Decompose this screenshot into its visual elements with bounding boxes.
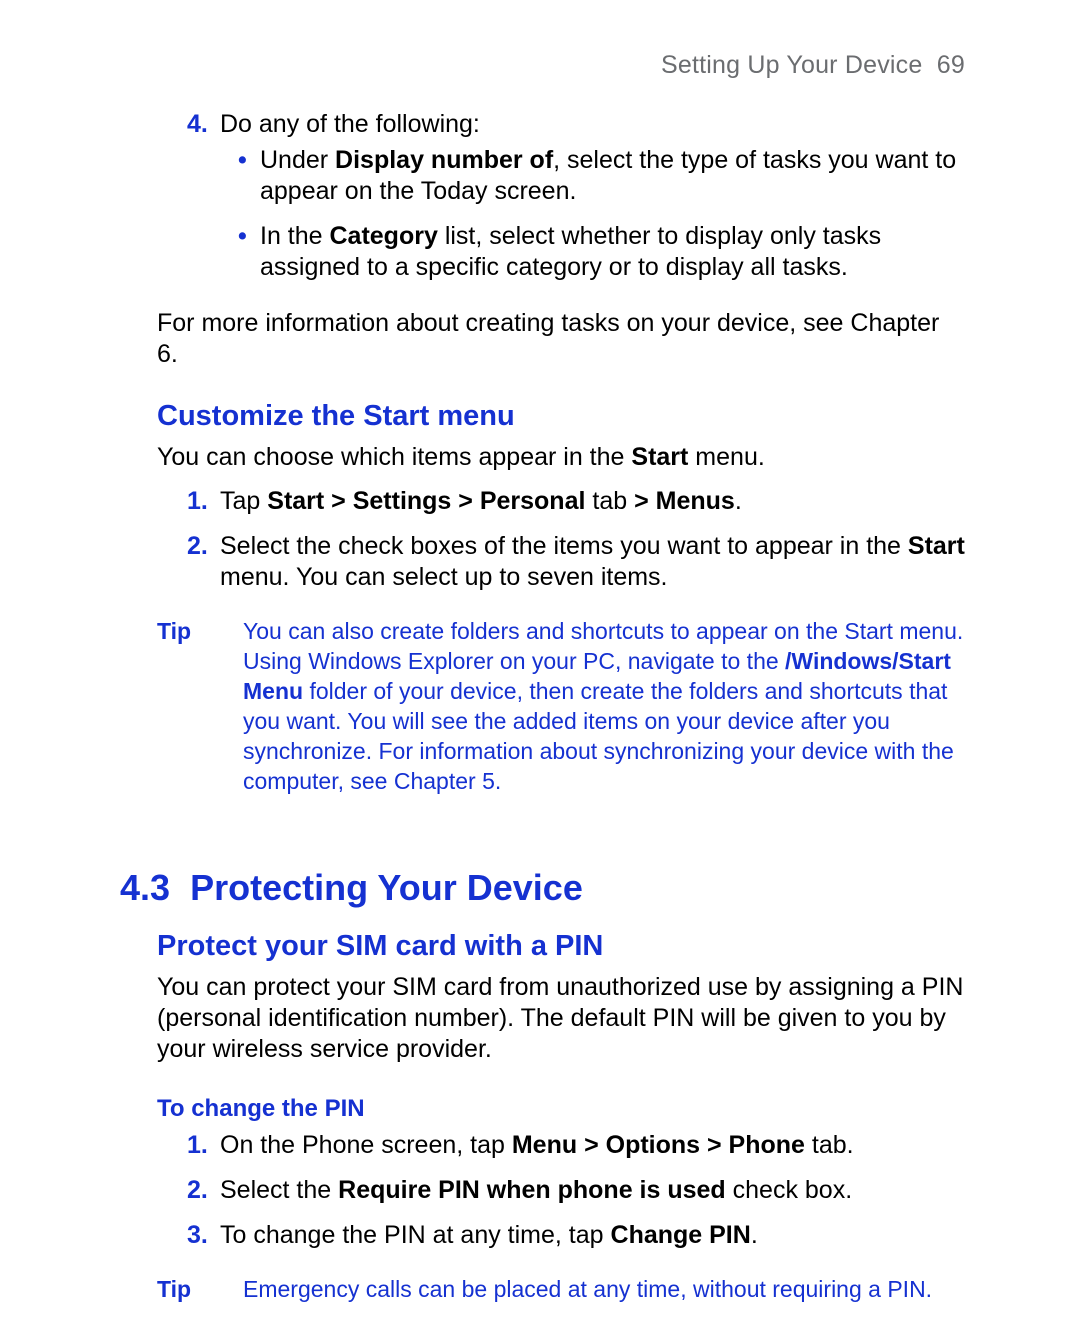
document-page: Setting Up Your Device 69 4. Do any of t… — [0, 0, 1080, 1327]
text: Under — [260, 146, 335, 174]
text: . — [735, 487, 742, 515]
sub-bullet-2: In the Category list, select whether to … — [260, 221, 965, 284]
list-number: 2. — [187, 1175, 208, 1206]
list-item-intro: Do any of the following: — [220, 110, 480, 138]
bold-term: > Menus — [634, 487, 735, 515]
bold-term: Change PIN — [611, 1221, 751, 1249]
bold-term: Require PIN when phone is used — [338, 1176, 726, 1204]
bold-term: Start — [631, 443, 688, 471]
pin-step-2: 2. Select the Require PIN when phone is … — [220, 1175, 965, 1206]
bold-term: Menu > Options > Phone — [512, 1131, 805, 1159]
pin-step-1: 1. On the Phone screen, tap Menu > Optio… — [220, 1130, 965, 1161]
text: . — [751, 1221, 758, 1249]
text: tab — [585, 487, 634, 515]
sub-bullet-1: Under Display number of, select the type… — [260, 145, 965, 208]
page-number: 69 — [937, 51, 965, 79]
running-header: Setting Up Your Device 69 — [120, 50, 965, 81]
change-pin-steps: 1. On the Phone screen, tap Menu > Optio… — [120, 1130, 965, 1252]
bold-term: Start > Settings > Personal — [267, 487, 585, 515]
list-number: 1. — [187, 1130, 208, 1161]
list-item-4: 4. Do any of the following: Under Displa… — [220, 109, 965, 283]
tip-label: Tip — [157, 1275, 243, 1305]
tip-block-2: Tip Emergency calls can be placed at any… — [157, 1275, 965, 1305]
tip-body: Emergency calls can be placed at any tim… — [243, 1275, 965, 1305]
tip-block-1: Tip You can also create folders and shor… — [157, 617, 965, 796]
text: tab. — [805, 1131, 854, 1159]
customize-steps: 1. Tap Start > Settings > Personal tab >… — [120, 486, 965, 594]
text: check box. — [726, 1176, 852, 1204]
protect-intro: You can protect your SIM card from unaut… — [157, 972, 965, 1066]
section-title-text: Protecting Your Device — [190, 867, 583, 908]
tip-label: Tip — [157, 617, 243, 796]
section-number: 4.3 — [120, 867, 170, 908]
chapter-name: Setting Up Your Device — [661, 51, 923, 79]
bold-term: Start — [908, 532, 965, 560]
list-number: 3. — [187, 1220, 208, 1251]
more-info-paragraph: For more information about creating task… — [157, 308, 965, 371]
text: Tap — [220, 487, 267, 515]
text: You can choose which items appear in the — [157, 443, 631, 471]
section-title: 4.3 Protecting Your Device — [120, 865, 965, 910]
text: Select the — [220, 1176, 338, 1204]
list-number: 1. — [187, 486, 208, 517]
sub-bullet-list: Under Display number of, select the type… — [220, 145, 965, 284]
customize-step-1: 1. Tap Start > Settings > Personal tab >… — [220, 486, 965, 517]
text: To change the PIN at any time, tap — [220, 1221, 611, 1249]
customize-intro: You can choose which items appear in the… — [157, 442, 965, 473]
procedure-heading-change-pin: To change the PIN — [157, 1094, 965, 1124]
text: Select the check boxes of the items you … — [220, 532, 908, 560]
customize-step-2: 2. Select the check boxes of the items y… — [220, 531, 965, 594]
bold-term: Display number of — [335, 146, 553, 174]
subsection-heading-customize: Customize the Start menu — [157, 398, 965, 434]
list-number: 2. — [187, 531, 208, 562]
text: folder of your device, then create the f… — [243, 678, 954, 794]
text: In the — [260, 222, 330, 250]
list-number: 4. — [187, 109, 208, 140]
tip-body: You can also create folders and shortcut… — [243, 617, 965, 796]
text: menu. You can select up to seven items. — [220, 563, 668, 591]
subsection-heading-protect: Protect your SIM card with a PIN — [157, 928, 965, 964]
text: On the Phone screen, tap — [220, 1131, 512, 1159]
bold-term: Category — [330, 222, 438, 250]
numbered-list-continuation: 4. Do any of the following: Under Displa… — [120, 109, 965, 283]
text: menu. — [688, 443, 764, 471]
pin-step-3: 3. To change the PIN at any time, tap Ch… — [220, 1220, 965, 1251]
